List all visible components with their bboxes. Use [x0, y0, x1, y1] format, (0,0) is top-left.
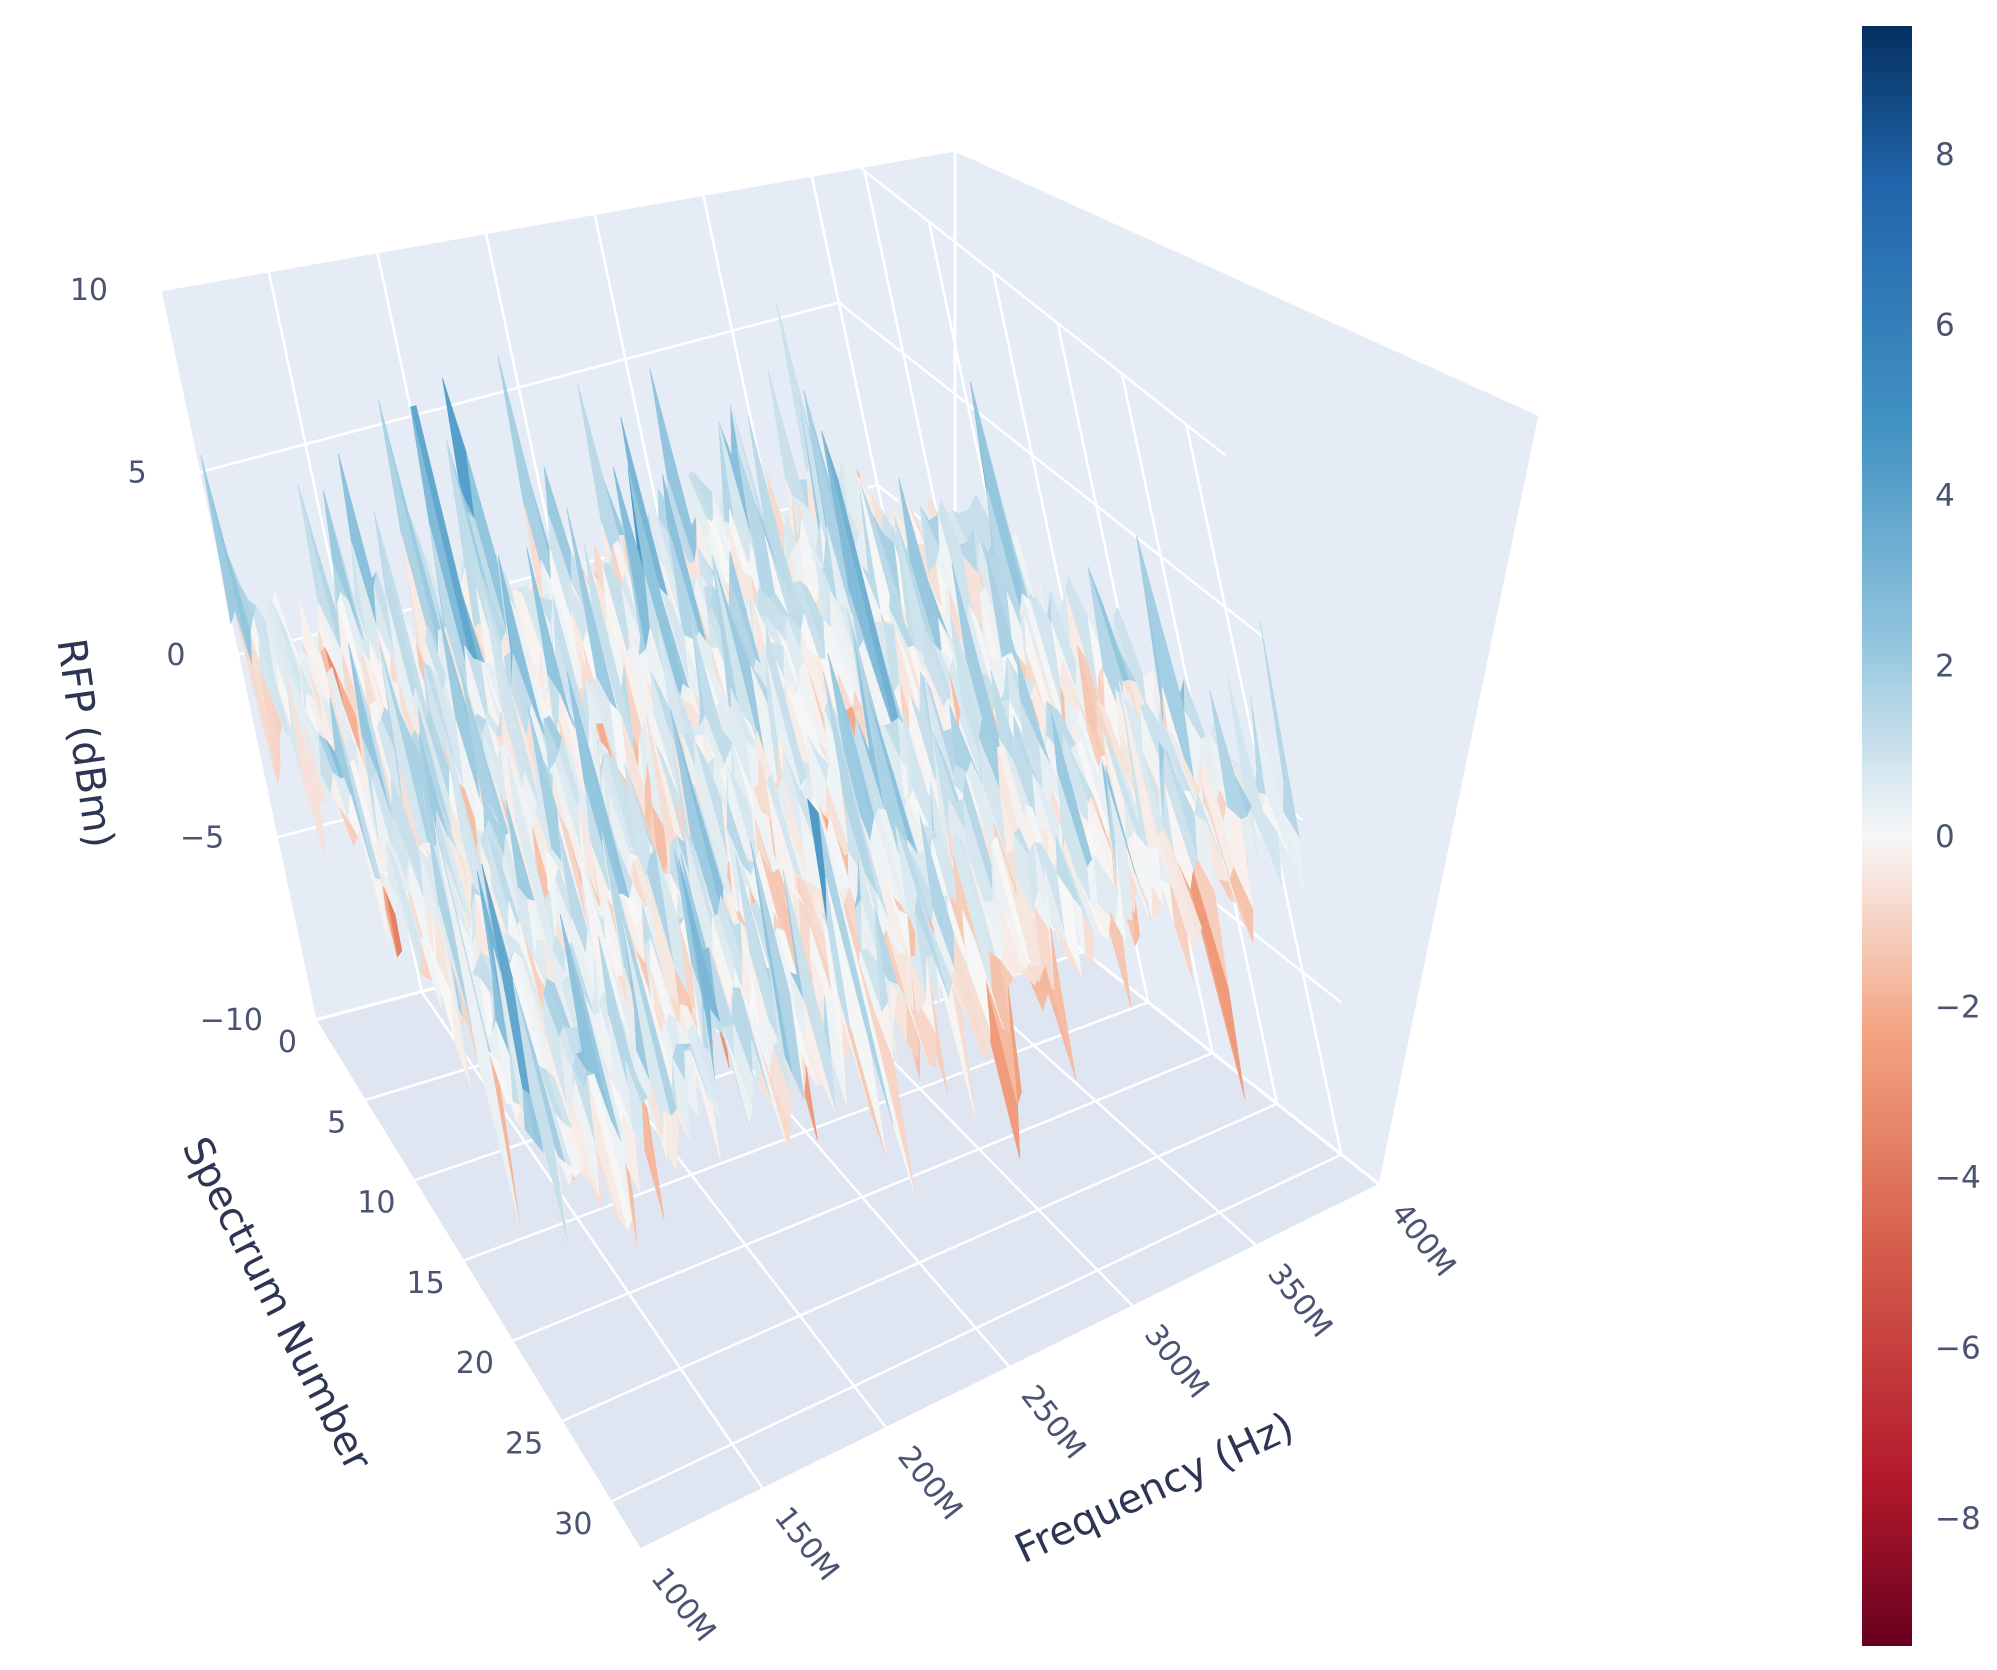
- colorbar-tick-label: −8: [1935, 1501, 1981, 1537]
- grid-line-y-floor: [560, 1102, 1278, 1423]
- grid-line-z-right-wall: [837, 301, 1265, 639]
- colorbar-ticks: 8 6 4 2 0 −2 −4 −6 −8: [1935, 137, 1981, 1537]
- grid-line-y-floor: [511, 1051, 1214, 1343]
- colorbar-tick-label: 0: [1935, 819, 1955, 855]
- z-tick-label: −10: [200, 1003, 263, 1038]
- y-tick-label: 10: [357, 1186, 395, 1221]
- z-tick-label: 5: [128, 456, 147, 491]
- y-tick-label: 25: [505, 1427, 543, 1462]
- x-tick-label: 400M: [1384, 1196, 1463, 1283]
- grid-line-y-floor: [462, 1001, 1149, 1263]
- x-tick-label: 200M: [890, 1440, 969, 1527]
- surface-plot: [200, 302, 1305, 1248]
- grid-line-z-right-wall: [799, 119, 1226, 456]
- colorbar-tick-label: 2: [1935, 648, 1955, 684]
- y-tick-label: 20: [456, 1346, 494, 1381]
- colorbar-tick-label: 8: [1935, 137, 1955, 173]
- colorbar: [1862, 26, 1912, 1646]
- x-tick-label: 100M: [644, 1561, 723, 1648]
- z-tick-label: 0: [166, 638, 185, 673]
- colorbar-tick-label: −6: [1935, 1331, 1981, 1367]
- z-tick-label: 10: [70, 273, 108, 308]
- z-tick-label: −5: [180, 821, 224, 856]
- x-tick-label: 350M: [1260, 1257, 1339, 1344]
- colorbar-tick-label: −4: [1935, 1160, 1981, 1196]
- x-tick-label: 300M: [1137, 1318, 1216, 1405]
- grid-line-x-floor: [313, 1019, 642, 1551]
- y-tick-label: 30: [554, 1507, 592, 1542]
- y-axis-title: Spectrum Number: [173, 1130, 381, 1479]
- grid-line-x-floor: [420, 990, 765, 1490]
- y-tick-label: 5: [327, 1105, 346, 1140]
- z-axis-title: RFP (dBm): [47, 636, 122, 851]
- grid-line-z-left-wall: [159, 118, 801, 292]
- grid-line-y-floor: [609, 1153, 1342, 1503]
- colorbar-tick-label: −2: [1935, 990, 1981, 1026]
- x-tick-label: 250M: [1014, 1379, 1093, 1466]
- y-tick-label: 15: [407, 1266, 445, 1301]
- y-tick-label: 0: [278, 1025, 297, 1060]
- colorbar-tick-label: 4: [1935, 478, 1955, 514]
- x-tick-label: 150M: [767, 1501, 846, 1588]
- grid-line-z-left-wall: [198, 301, 840, 474]
- colorbar-tick-label: 6: [1935, 307, 1955, 343]
